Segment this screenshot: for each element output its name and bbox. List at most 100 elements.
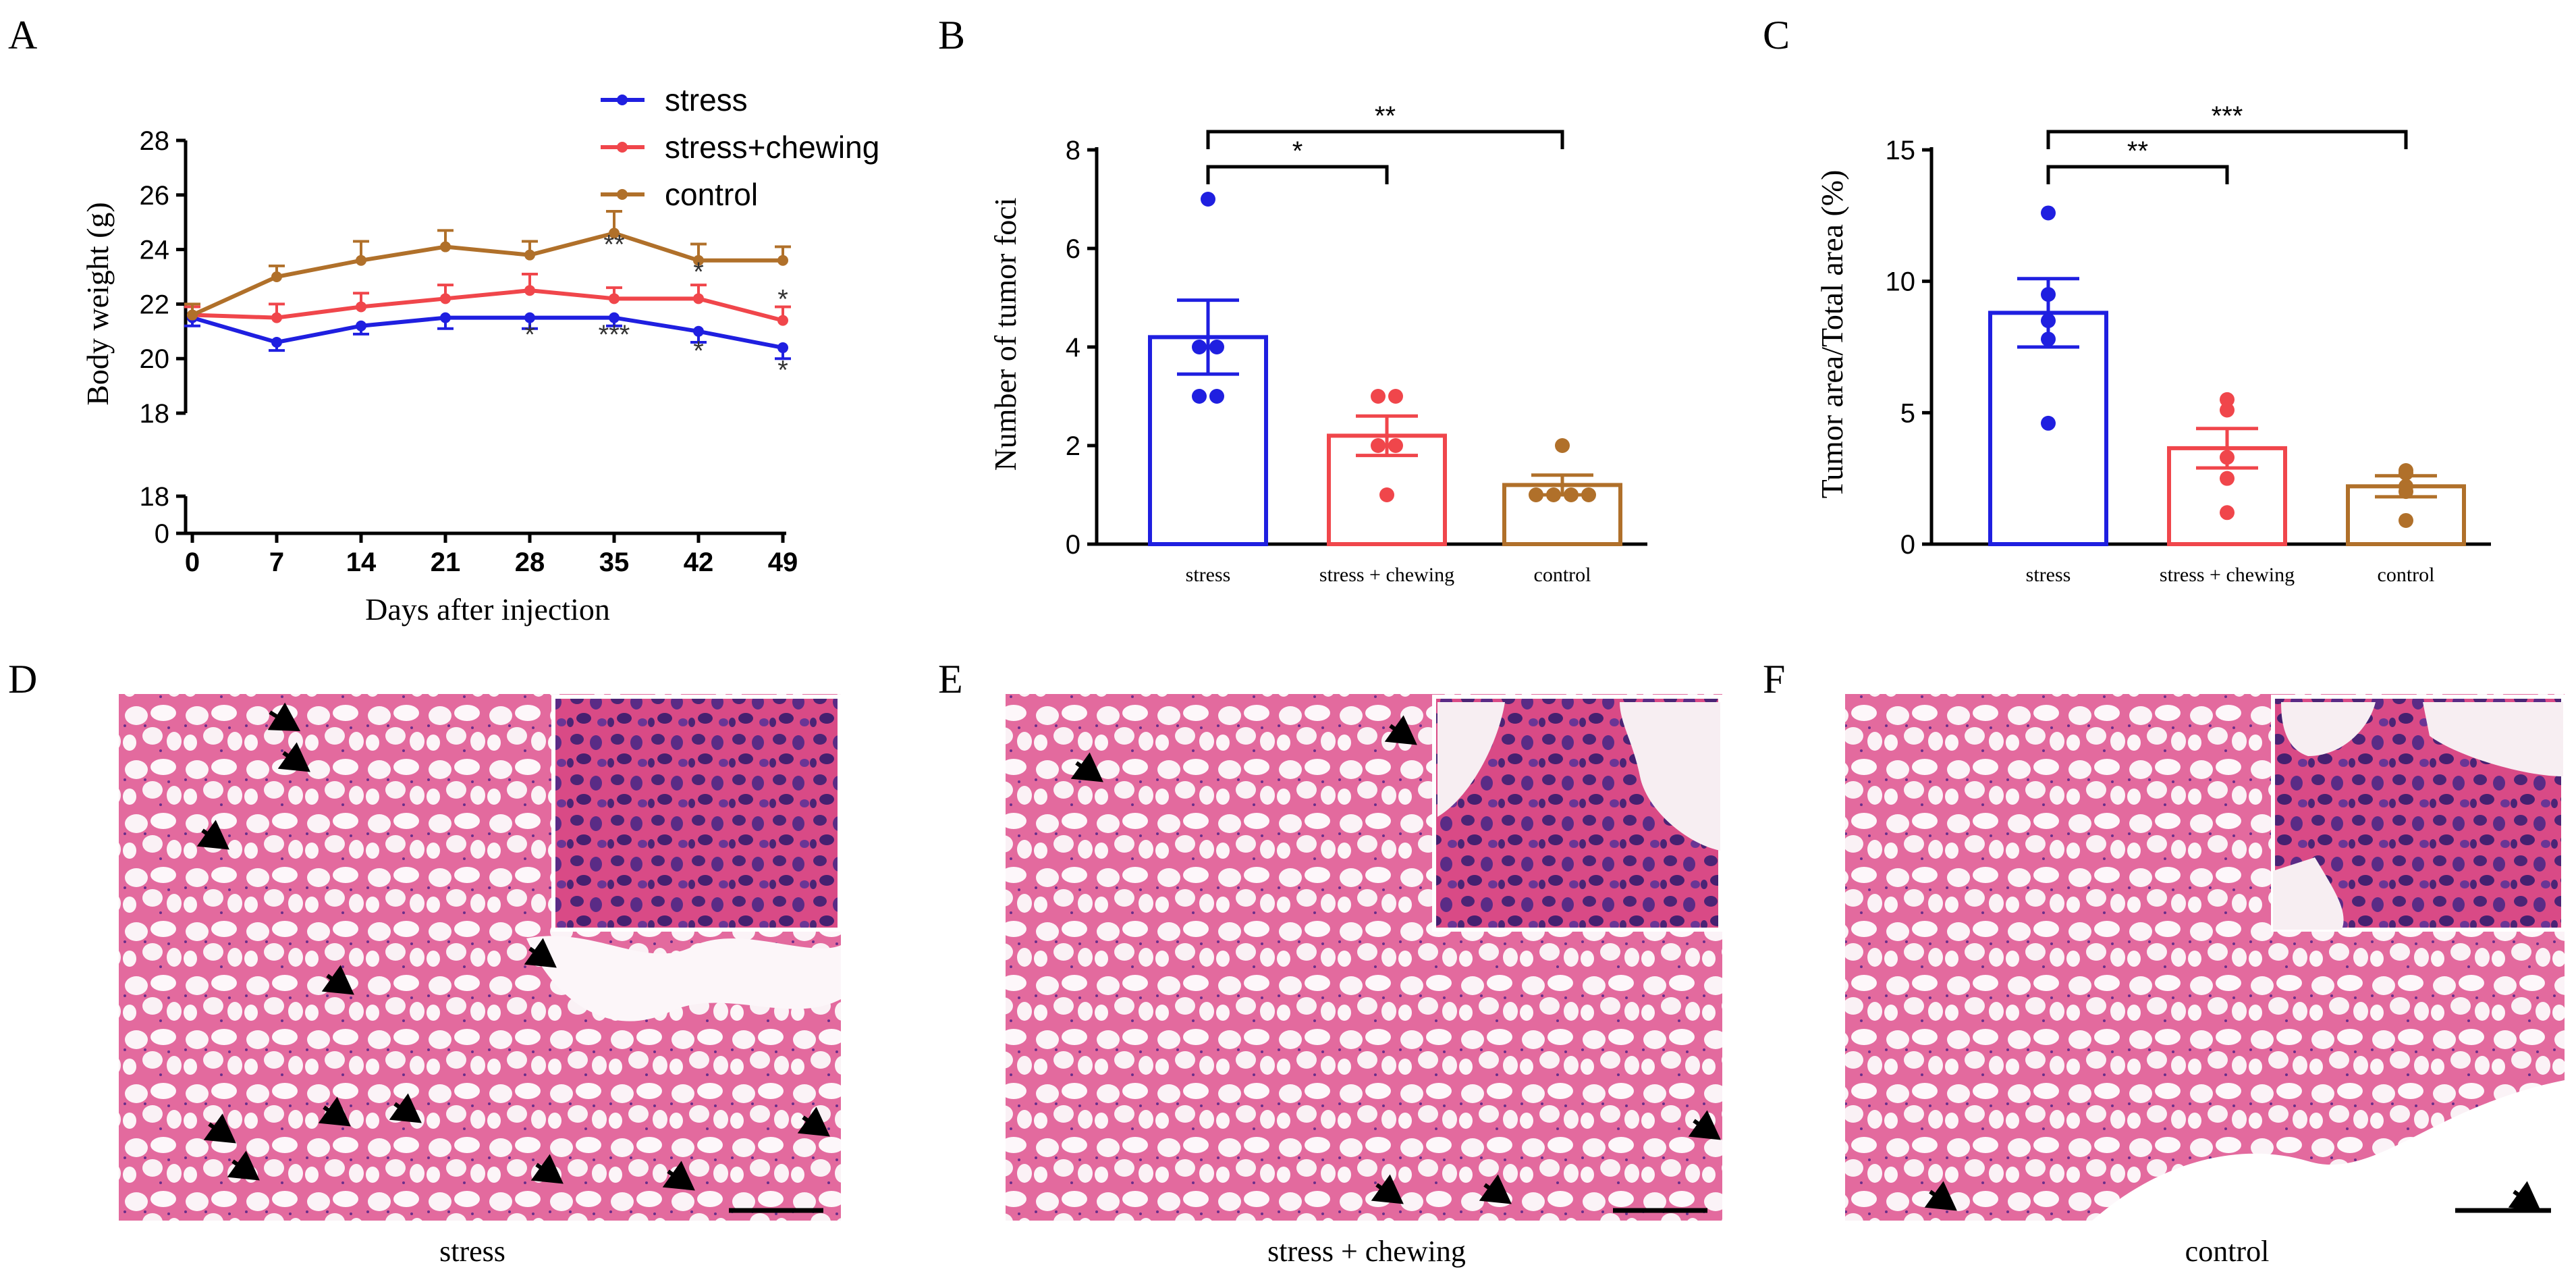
panel-letter-b: B (938, 13, 965, 57)
arrow-icon (227, 1150, 260, 1181)
histology-panel-control (1845, 694, 2565, 1221)
data-point (777, 315, 788, 326)
data-point (1209, 389, 1224, 404)
histology-caption-control: control (2185, 1235, 2270, 1268)
legend-marker (617, 95, 628, 105)
data-point (440, 241, 451, 252)
inset-lumen (1437, 702, 1505, 817)
data-point (2220, 471, 2235, 486)
significance-mark: * (693, 257, 704, 287)
arrow-icon (530, 1154, 564, 1184)
y-tick-label: 28 (140, 126, 170, 156)
data-point (2220, 450, 2235, 465)
data-point (440, 293, 451, 304)
data-point (271, 271, 282, 282)
significance-bracket (1206, 165, 1389, 184)
data-point (1192, 389, 1207, 404)
y-axis-label: Tumor area/Total area (%) (1815, 170, 1849, 499)
data-point (1371, 438, 1386, 453)
significance-label: ** (1375, 101, 1396, 131)
y-tick-label: 20 (140, 344, 170, 374)
tumor-arrows (1070, 715, 1721, 1204)
data-point (524, 285, 535, 296)
y-tick-label: 10 (1886, 267, 1916, 297)
x-axis-label: Days after injection (365, 592, 610, 626)
x-tick-label: stress + chewing (1319, 564, 1454, 586)
data-point (1201, 192, 1215, 207)
legend-marker (617, 189, 628, 200)
data-point (356, 320, 366, 331)
data-point (1209, 340, 1224, 354)
data-point (2220, 392, 2235, 407)
inset-lumen (2423, 702, 2563, 776)
arrow-icon (318, 1096, 351, 1127)
x-tick-label: 0 (185, 548, 200, 577)
histology-panel-stress-chewing (1006, 694, 1722, 1221)
x-tick-label: stress (2026, 564, 2071, 586)
arrow-icon (321, 965, 354, 995)
data-point (609, 228, 620, 239)
y-tick-label: 8 (1066, 136, 1080, 165)
data-point (356, 301, 366, 313)
data-point (2399, 465, 2413, 481)
arrow-icon (1371, 1174, 1404, 1204)
data-point (440, 312, 451, 323)
series-line-control (191, 231, 783, 317)
data-point (356, 255, 366, 266)
data-point (609, 312, 620, 323)
data-point (1371, 389, 1386, 404)
data-point (1388, 438, 1403, 453)
y-tick-label: 22 (140, 290, 170, 319)
data-point (1555, 438, 1570, 453)
data-point (1546, 487, 1561, 502)
y-tick-label: 24 (140, 236, 170, 265)
tumor-arrows (196, 702, 830, 1191)
data-point (1192, 340, 1207, 354)
y-tick-label: 2 (1066, 431, 1080, 461)
data-point (609, 293, 620, 304)
bar-chart-tumor-area: 0 5 10 15 Tumor area/Total area (%) stress str… (1815, 101, 2491, 586)
significance-label: ** (2127, 136, 2148, 166)
y-tick-label: 0 (155, 519, 169, 549)
data-point (777, 255, 788, 266)
data-point (693, 255, 704, 266)
panel-letter-e: E (938, 657, 963, 701)
panel-letter-d: D (8, 657, 37, 701)
data-point (1564, 487, 1579, 502)
data-point (2041, 331, 2056, 347)
arrow-icon (524, 938, 557, 968)
histology-caption-stress: stress (439, 1235, 505, 1268)
arrow-icon (1924, 1181, 1957, 1211)
arrow-icon (267, 702, 301, 732)
lumen-white-region (526, 936, 841, 1021)
x-tick-label: 35 (599, 548, 630, 577)
bar-chart-tumor-foci: 0 2 4 6 8 Number of tumor foci stress stress + … (988, 101, 1647, 586)
panel-letter-f: F (1763, 657, 1785, 701)
x-tick-label: 21 (431, 548, 461, 577)
data-point (1529, 487, 1543, 502)
data-point (1388, 389, 1403, 404)
data-point (1581, 487, 1596, 502)
series-line-stress_chewing (192, 288, 784, 323)
x-tick-label: 49 (768, 548, 798, 577)
data-point (693, 293, 704, 304)
x-tick-label: 28 (515, 548, 545, 577)
data-point (524, 312, 535, 323)
significance-bracket (2046, 130, 2408, 149)
histology-inset-stress (551, 695, 842, 932)
arrow-icon (1070, 752, 1103, 782)
inset-lumen (2281, 702, 2376, 756)
significance-mark: ** (603, 230, 624, 260)
arrow-icon (1384, 715, 1417, 745)
y-tick-label: 26 (140, 181, 170, 211)
data-point (2220, 402, 2235, 418)
significance-label: *** (2212, 101, 2243, 131)
x-tick-label: 42 (684, 548, 714, 577)
data-point (2399, 484, 2413, 500)
legend-label: stress (665, 82, 748, 117)
y-axis-label: Number of tumor foci (988, 198, 1022, 471)
y-axis-label: Body weight (g) (80, 202, 115, 406)
significance-mark: * (693, 336, 704, 366)
y-tick-label: 0 (1066, 530, 1080, 560)
